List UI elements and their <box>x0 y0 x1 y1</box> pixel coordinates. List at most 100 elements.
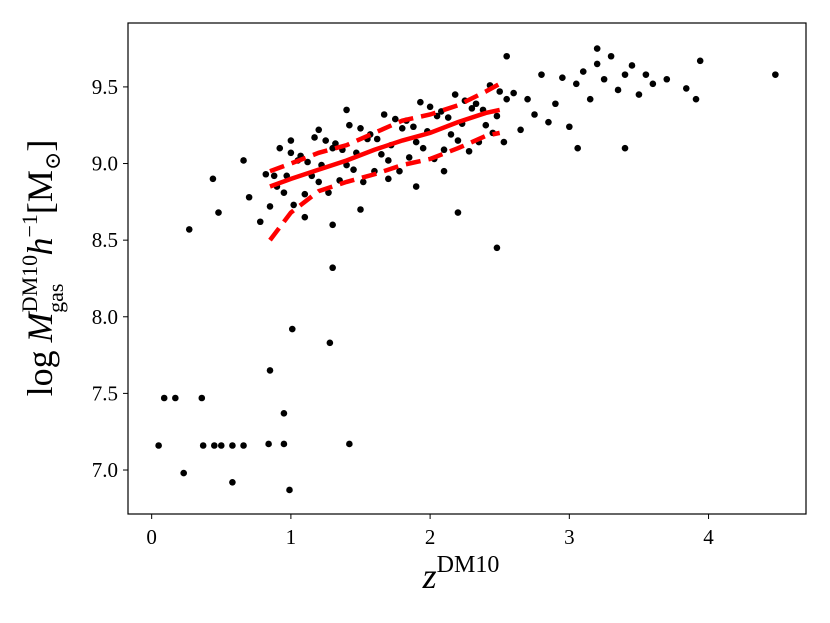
scatter-point <box>185 226 193 233</box>
scatter-point <box>574 144 581 152</box>
x-label-sup: DM10 <box>437 552 500 578</box>
scatter-point <box>586 95 594 103</box>
scatter-point <box>412 138 420 146</box>
scatter-point <box>346 440 353 448</box>
scatter-point <box>510 89 517 97</box>
scatter-point <box>172 394 179 402</box>
scatter-point <box>245 193 253 201</box>
scatter-point <box>465 147 473 155</box>
scatter-point <box>229 478 236 486</box>
scatter-point <box>493 112 501 120</box>
scatter-point <box>209 175 217 183</box>
scatter-point <box>270 172 278 180</box>
scatter-point <box>357 206 364 213</box>
scatter-point <box>378 151 385 158</box>
scatter-point <box>229 442 236 449</box>
scatter-point <box>343 106 350 114</box>
y-label-sub: gas <box>43 284 68 313</box>
scatter-point <box>593 45 601 52</box>
y-tick-label: 7.5 <box>92 381 118 405</box>
scatter-point <box>240 442 247 449</box>
scatter-point <box>332 140 339 147</box>
scatter-point <box>290 201 297 209</box>
scatter-point <box>566 123 573 131</box>
y-label-log: log <box>20 350 60 396</box>
x-tick-label: 3 <box>564 525 575 549</box>
y-label-close: ] <box>20 140 60 152</box>
scatter-point <box>545 118 552 126</box>
scatter-point <box>396 167 403 175</box>
scatter-point <box>692 95 700 103</box>
x-tick-label: 1 <box>286 525 297 549</box>
scatter-point <box>642 71 650 78</box>
scatter-point <box>663 75 671 83</box>
scatter-point <box>552 100 559 108</box>
scatter-point <box>628 62 636 69</box>
scatter-point <box>635 91 643 98</box>
scatter-point <box>493 244 501 252</box>
scatter-point <box>288 325 296 333</box>
scatter-point <box>412 183 420 190</box>
dashed-line <box>269 81 501 174</box>
y-label-unit: [M <box>20 170 60 214</box>
scatter-point <box>398 124 406 132</box>
scatter-point <box>346 121 353 129</box>
scatter-point <box>326 339 334 347</box>
scatter-point <box>276 144 284 152</box>
scatter-point <box>280 410 288 417</box>
y-tick-label: 9.5 <box>92 75 118 99</box>
scatter-point <box>468 105 476 112</box>
scatter-point <box>301 190 309 198</box>
scatter-point <box>287 149 295 157</box>
y-label-var: M <box>20 310 60 343</box>
scatter-point <box>500 138 508 146</box>
scatter-point <box>579 68 587 75</box>
scatter-point <box>256 218 264 226</box>
scatter-point <box>696 57 704 65</box>
scatter-point <box>280 189 288 196</box>
scatter-point <box>444 114 452 121</box>
scatter-point <box>538 71 545 78</box>
scatter-point <box>286 486 293 494</box>
scatter-point <box>311 134 318 141</box>
scatter-point <box>614 86 622 94</box>
scatter-point <box>343 161 350 169</box>
x-tick-label: 0 <box>146 525 157 549</box>
x-axis-label: zDM10 <box>422 552 500 596</box>
y-tick-label: 7.0 <box>92 458 118 482</box>
scatter-point <box>440 167 448 175</box>
scatter-point <box>572 80 580 88</box>
scatter-point <box>315 126 323 134</box>
scatter-point <box>211 442 218 449</box>
scatter-point <box>419 144 427 152</box>
scatter-point <box>454 137 462 144</box>
scatter-point <box>503 52 510 60</box>
scatter-point <box>621 144 629 152</box>
scatter-point <box>350 166 357 173</box>
scatter-point <box>280 440 288 448</box>
scatter-point <box>392 115 399 123</box>
y-tick-label: 8.0 <box>92 305 118 329</box>
y-label-sup: DM10 <box>17 255 42 312</box>
scatter-point <box>531 111 538 118</box>
dashed-line <box>268 130 501 242</box>
scatter-point <box>405 154 413 161</box>
scatter-point <box>621 71 629 78</box>
scatter-point <box>593 60 601 68</box>
scatter-point <box>385 175 392 183</box>
scatter-point <box>410 123 417 131</box>
scatter-point <box>287 137 295 144</box>
scatter-point <box>180 469 187 477</box>
scatter-point <box>454 209 462 216</box>
scatter-point <box>199 442 207 449</box>
scatter-point <box>160 394 168 402</box>
y-tick-label: 9.0 <box>92 152 118 176</box>
scatter-point <box>607 52 615 60</box>
x-tick-label: 4 <box>703 525 714 549</box>
scatter-point <box>315 178 323 186</box>
scatter-point <box>451 91 459 98</box>
scatter-point <box>373 135 381 143</box>
scatter-point <box>329 264 336 272</box>
scatter-point <box>524 95 531 103</box>
scatter-point <box>329 221 336 229</box>
